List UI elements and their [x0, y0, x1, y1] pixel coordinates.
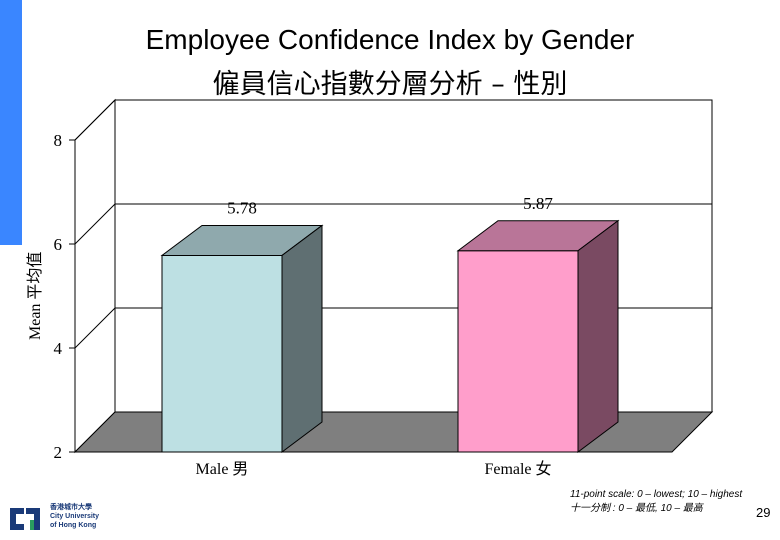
data-label: 5.78 [227, 198, 257, 217]
bar-side [577, 219, 619, 453]
university-logo [10, 508, 40, 530]
chart-labels: 2 4 6 8 5.78 Male 男 5.87 Female 女 [54, 131, 554, 478]
logo-text: 香港城市大學 City University of Hong Kong [50, 503, 99, 530]
y-tick-label: 4 [54, 339, 63, 358]
left-wall [74, 98, 116, 454]
y-tick-label: 2 [54, 443, 63, 462]
chart-bars [160, 219, 620, 453]
bar-front [161, 254, 283, 453]
scale-note-zh: 十一分制 : 0 – 最低, 10 – 最高 [570, 503, 703, 514]
gridline-left [74, 307, 116, 349]
accent-bar [0, 0, 22, 245]
gridline-left [74, 99, 116, 141]
y-tick-label: 6 [54, 235, 63, 254]
bar-front [457, 250, 579, 453]
y-tick-label: 8 [54, 131, 63, 150]
chart-subtitle: 僱員信心指數分層分析 – 性別 [212, 69, 568, 100]
scale-note: 11-point scale: 0 – lowest; 10 – highest… [570, 488, 742, 516]
category-label: Male 男 [196, 461, 249, 478]
bar-side [281, 224, 323, 453]
data-label: 5.87 [523, 194, 553, 213]
category-label: Female 女 [484, 459, 551, 478]
page-number: 29 [756, 505, 771, 520]
chart-title: Employee Confidence Index by Gender [145, 24, 635, 55]
logo-text-zh: 香港城市大學 [50, 504, 92, 511]
gridline-left [74, 203, 116, 245]
scale-note-en: 11-point scale: 0 – lowest; 10 – highest [570, 489, 743, 500]
logo-text-en2: of Hong Kong [50, 522, 97, 529]
logo-text-en1: City University [50, 513, 100, 520]
y-axis-label: Mean 平均值 [26, 252, 44, 340]
